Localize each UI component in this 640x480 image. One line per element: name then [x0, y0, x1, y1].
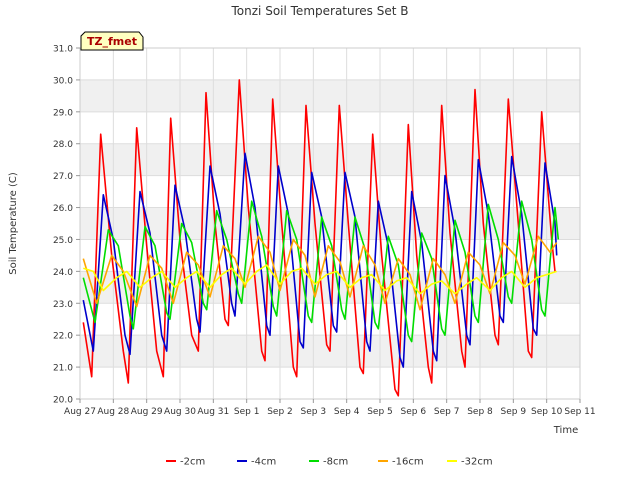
x-tick-label: Sep 3	[301, 407, 327, 417]
series-line-0	[82, 79, 556, 397]
legend-label: -2cm	[180, 457, 205, 468]
x-tick-label: Sep 11	[564, 407, 595, 417]
x-tick-label: Sep 2	[267, 407, 293, 417]
x-tick-label: Sep 7	[434, 407, 460, 417]
x-tick-label: Aug 28	[97, 407, 129, 417]
y-tick-label: 30.0	[53, 76, 73, 86]
y-tick-label: 31.0	[53, 45, 73, 55]
legend-label: -8cm	[323, 457, 348, 468]
x-tick-label: Aug 30	[164, 407, 196, 417]
badge-label: TZ_fmet	[87, 35, 137, 48]
x-tick-label: Aug 27	[64, 407, 96, 417]
y-axis-label: Soil Temperature (C)	[8, 172, 19, 275]
series-line-1	[82, 152, 558, 368]
y-tick-label: 25.0	[53, 236, 73, 246]
background-band	[80, 143, 580, 176]
legend-label: -4cm	[251, 457, 276, 468]
x-tick-label: Sep 9	[501, 407, 527, 417]
site-badge: TZ_fmet	[80, 31, 144, 51]
y-tick-label: 21.0	[53, 364, 73, 374]
y-tick-label: 20.0	[53, 396, 73, 406]
plot-frame	[79, 47, 581, 400]
legend-label: -16cm	[392, 457, 424, 468]
x-tick-label: Sep 10	[531, 407, 563, 417]
series-line-2	[82, 200, 560, 343]
x-tick-label: Sep 8	[467, 407, 493, 417]
x-axis-ticks: Aug 27 Aug 28 Aug 29 Aug 30 Aug 31 Sep 1 Sep 2…	[64, 399, 596, 417]
background-band	[80, 79, 580, 112]
y-tick-label: 28.0	[53, 140, 73, 150]
badge-shape	[80, 31, 144, 51]
series-lines	[82, 79, 560, 397]
background-band	[80, 207, 580, 240]
series-line-3	[82, 235, 558, 311]
x-tick-label: Sep 1	[234, 407, 260, 417]
x-tick-label: Aug 31	[197, 407, 229, 417]
y-tick-label: 26.0	[53, 204, 73, 214]
x-tick-label: Sep 5	[367, 407, 393, 417]
chart-title: Tonzi Soil Temperatures Set B	[231, 4, 409, 18]
y-tick-label: 22.0	[53, 332, 73, 342]
x-tick-label: Sep 4	[334, 407, 360, 417]
legend: -2cm -4cm -8cm -16cm -32cm	[166, 457, 493, 468]
legend-label: -32cm	[461, 457, 493, 468]
y-tick-label: 29.0	[53, 108, 73, 118]
y-tick-label: 24.0	[53, 268, 73, 278]
y-tick-label: 23.0	[53, 300, 73, 310]
x-tick-label: Sep 6	[401, 407, 427, 417]
x-axis-label: Time	[553, 425, 578, 436]
y-axis-ticks: 20.0 21.0 22.0 23.0 24.0 25.0 26.0 27.0 28.0 29.0…	[53, 45, 80, 406]
y-tick-label: 27.0	[53, 172, 73, 182]
x-tick-label: Aug 29	[131, 407, 163, 417]
series-line-4	[83, 264, 557, 295]
